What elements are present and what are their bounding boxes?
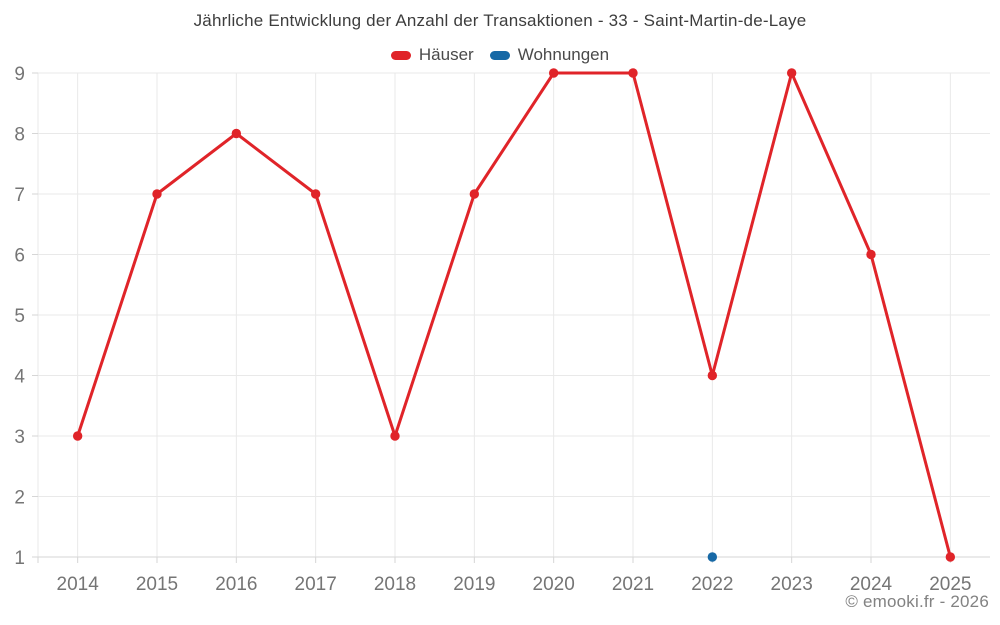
series-0-point-2014[interactable] [72, 431, 83, 441]
legend-label-wohnungen: Wohnungen [517, 45, 610, 64]
series-0-point-2017[interactable] [310, 189, 321, 199]
series-0-point-2022[interactable] [707, 370, 718, 381]
chart-legend: Häuser Wohnungen [0, 45, 1000, 65]
series-0-line [76, 71, 952, 559]
series-0-point-2015[interactable] [152, 189, 162, 199]
series-0-point-2019[interactable] [469, 189, 480, 199]
y-tick-label-2: 2 [14, 488, 25, 509]
x-tick-label-2020: 2020 [533, 574, 575, 595]
y-tick-label-1: 1 [14, 548, 25, 569]
y-tick-label-8: 8 [14, 125, 25, 146]
x-tick-label-2022: 2022 [691, 574, 733, 595]
y-tick-label-6: 6 [14, 246, 25, 267]
x-tick-label-2019: 2019 [453, 574, 495, 595]
series-1-point-2022[interactable] [707, 552, 718, 562]
watermark-credit: © emooki.fr - 2026 [845, 592, 989, 611]
y-tick-label-4: 4 [14, 367, 25, 388]
series-0-point-2023[interactable] [786, 68, 797, 78]
legend-item-wohnungen[interactable]: Wohnungen [489, 45, 610, 65]
x-tick-label-2016: 2016 [215, 574, 257, 595]
series-0-point-2016[interactable] [231, 128, 242, 139]
y-tick-label-5: 5 [14, 306, 25, 327]
series-0-point-2025[interactable] [945, 552, 956, 562]
x-tick-label-2021: 2021 [612, 574, 654, 595]
x-tick-label-2014: 2014 [57, 574, 100, 595]
y-tick-label-3: 3 [14, 427, 25, 448]
legend-label-haeuser: Häuser [418, 45, 474, 64]
x-tick-label-2018: 2018 [374, 574, 416, 595]
wohnungen-series-swatch-icon [489, 50, 510, 60]
x-tick-label-2025: 2025 [929, 574, 971, 595]
y-tick-label-9: 9 [14, 64, 25, 85]
series-0-point-2018[interactable] [390, 431, 400, 441]
y-tick-label-7: 7 [14, 185, 25, 206]
haeuser-series-swatch-icon [390, 50, 411, 60]
x-tick-label-2015: 2015 [136, 574, 178, 595]
legend-item-haeuser[interactable]: Häuser [390, 45, 474, 65]
x-tick-label-2024: 2024 [850, 574, 893, 595]
x-tick-label-2017: 2017 [295, 574, 337, 595]
series-0-point-2020[interactable] [548, 68, 559, 78]
x-tick-label-2023: 2023 [771, 574, 813, 595]
series-0-point-2021[interactable] [628, 68, 638, 78]
series-0-point-2024[interactable] [866, 249, 876, 260]
chart-title: Jährliche Entwicklung der Anzahl der Tra… [193, 11, 807, 30]
